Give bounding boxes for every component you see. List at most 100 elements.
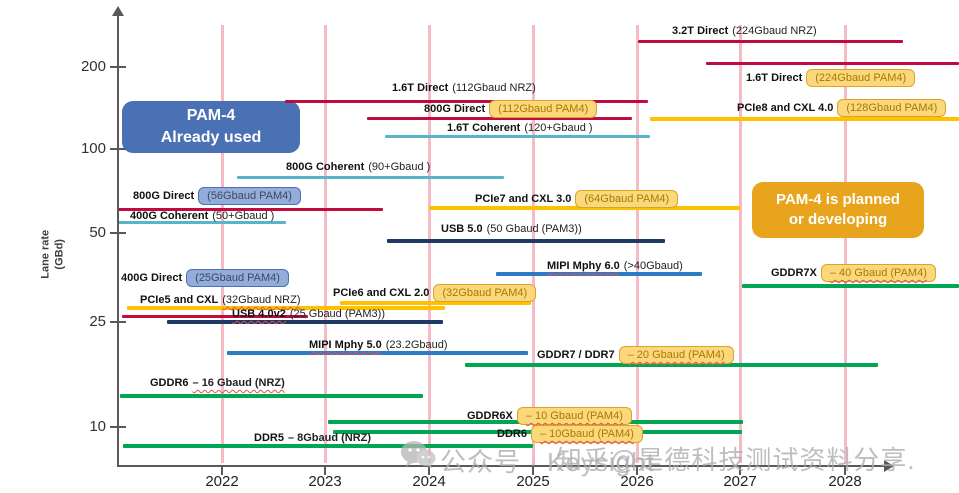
series-detail: (56Gbaud PAM4) [198,187,301,205]
series-line-s14 [122,314,308,318]
series-line-s17 [167,320,443,324]
series-detail: (25 Gbaud (PAM3)) [289,308,385,320]
series-detail: (25Gbaud PAM4) [186,269,289,287]
series-name: GDDR6X [467,410,513,422]
series-line-s6 [385,134,650,138]
y-tick-label-100: 100 [80,140,106,157]
series-detail: (90+Gbaud ) [368,161,431,173]
gridline-2022 [221,25,224,463]
series-label-s15: PCIe5 and CXL (32Gbaud NRZ) [140,294,301,306]
series-line-s12 [496,272,702,276]
gridline-2028 [844,25,847,463]
series-name: 1.6T Direct [392,82,449,94]
x-tick-2024 [428,466,430,475]
gridline-2026 [636,25,639,463]
x-tick-2026 [636,466,638,475]
series-detail: (>40Gbaud) [623,260,683,272]
series-label-s6: 1.6T Coherent (120+Gbaud ) [447,122,593,134]
y-tick-200 [110,66,126,68]
series-name: 400G Coherent [130,210,209,222]
x-tick-label-2028: 2028 [828,473,862,490]
series-label-s12: MIPI Mphy 6.0 (>40Gbaud) [547,260,683,272]
y-axis-arrow-icon [112,6,124,16]
series-detail: (120+Gbaud ) [524,122,593,134]
y-tick-100 [110,148,126,150]
y-tick-25 [110,321,126,323]
y-tick-50 [110,232,126,234]
series-label-s2: 1.6T Direct (224Gbaud PAM4) [746,69,916,87]
series-detail: – 40 Gbaud (PAM4) [820,264,936,282]
y-tick-label-200: 200 [80,58,106,75]
series-label-s5: PCIe8 and CXL 4.0 (128Gbaud PAM4) [737,99,947,117]
series-line-s9 [118,220,286,224]
series-label-s8: 800G Direct (56Gbaud PAM4) [133,187,301,205]
annotation-line1: PAM-4 is planned [776,190,900,208]
series-name: MIPI Mphy 5.0 [309,339,382,351]
series-name: 800G Direct [424,103,486,115]
series-label-s11: USB 5.0 (50 Gbaud (PAM3)) [441,223,582,235]
y-axis-title-line2: (GBd) [54,239,66,270]
series-name: PCIe5 and CXL [140,294,219,306]
x-tick-label-2025: 2025 [516,473,550,490]
x-tick-label-2023: 2023 [308,473,342,490]
y-axis-title: Lane rate (GBd) [39,179,68,329]
series-line-s10 [429,206,740,210]
series-detail: (32Gbaud PAM4) [433,284,537,302]
x-tick-2023 [324,466,326,475]
x-axis-arrow-icon [884,460,894,472]
series-line-s11 [387,239,665,243]
series-detail: – 10 Gbaud (PAM4) [516,407,632,425]
series-name: 800G Coherent [286,161,365,173]
y-tick-label-25: 25 [89,313,106,330]
series-line-s7 [237,175,504,179]
series-name: MIPI Mphy 6.0 [547,260,620,272]
series-label-s16: PCIe6 and CXL 2.0 (32Gbaud PAM4) [333,284,537,302]
y-tick-label-10: 10 [89,418,106,435]
series-name: PCIe6 and CXL 2.0 [333,287,430,299]
series-name: GDDR6 [150,377,189,389]
series-line-s19 [465,363,878,367]
wechat-icon [401,441,436,469]
series-line-s2 [706,61,959,65]
series-label-s10: PCIe7 and CXL 3.0 (64Gbaud PAM4) [475,190,679,208]
series-name: 1.6T Coherent [447,122,521,134]
series-detail: (224Gbaud PAM4) [806,69,916,87]
y-tick-label-50: 50 [89,224,106,241]
annotation-pam4-used: PAM-4 Already used [122,101,300,153]
annotation-line2: Already used [160,129,262,146]
x-tick-label-2027: 2027 [723,473,757,490]
series-line-s4 [367,116,632,120]
series-label-s9: 400G Coherent (50+Gbaud ) [130,210,274,222]
series-name: 800G Direct [133,190,195,202]
series-line-s1 [638,39,903,43]
series-detail: (224Gbaud NRZ) [732,25,817,37]
series-label-s7: 800G Coherent (90+Gbaud ) [286,161,430,173]
y-axis-line [117,14,119,467]
x-tick-2022 [221,466,223,475]
gridline-2027 [739,25,742,463]
series-label-s19: GDDR7 / DDR7– 20 Gbaud (PAM4) [537,346,734,364]
gridline-2023 [324,25,327,463]
series-line-s13 [742,284,959,288]
series-label-s22: DDR6– 10Gbaud (PAM4) [497,425,643,443]
series-name: PCIe7 and CXL 3.0 [475,193,572,205]
series-name: 3.2T Direct [672,25,729,37]
series-detail: (50+Gbaud ) [212,210,275,222]
series-detail: (112Gbaud NRZ) [452,82,536,94]
series-label-s13: GDDR7X – 40 Gbaud (PAM4) [771,264,936,282]
annotation-line1: PAM-4 [186,107,236,125]
series-line-s20 [120,394,423,398]
series-name: 400G Direct [121,272,183,284]
x-tick-label-2026: 2026 [620,473,654,490]
series-detail: (23.2Gbaud) [385,339,448,351]
x-tick-label-2022: 2022 [205,473,239,490]
series-detail: (112Gbaud PAM4) [489,100,598,118]
series-detail: (64Gbaud PAM4) [575,190,679,208]
series-detail: – 8Gbaud (NRZ) [287,432,372,444]
gridline-2025 [532,25,535,463]
x-tick-2028 [844,466,846,475]
series-label-s18: MIPI Mphy 5.0 (23.2Gbaud) [309,339,448,351]
series-name: GDDR7 / DDR7 [537,349,615,361]
y-tick-10 [110,426,126,428]
